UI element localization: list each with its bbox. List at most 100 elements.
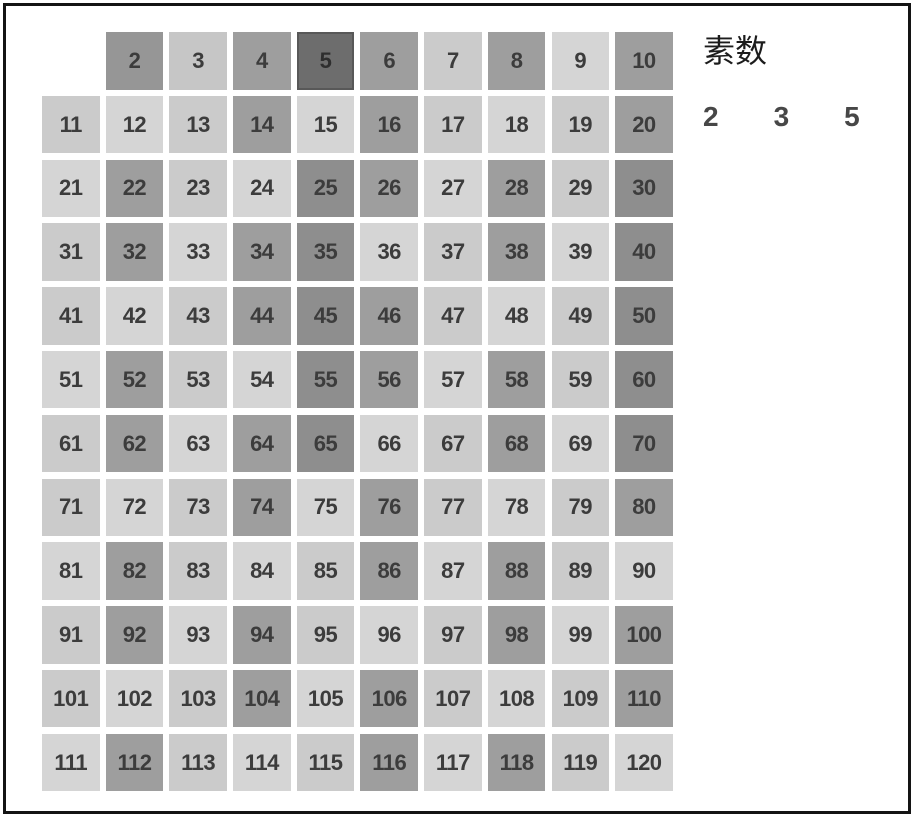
number-cell: 88 (487, 542, 546, 600)
number-cell: 96 (360, 606, 418, 664)
number-cell: 90 (615, 542, 673, 600)
number-cell: 51 (42, 350, 100, 409)
number-cell: 106 (360, 669, 418, 728)
number-cell: 45 (296, 287, 355, 345)
number-cell: 68 (487, 414, 546, 473)
number-cell: 91 (42, 606, 100, 664)
number-cell: 21 (42, 159, 100, 218)
number-cell: 63 (169, 414, 227, 473)
legend-title: 素数 (703, 33, 768, 69)
sieve-grid: 2 3 4 5 6 7 8 9 10 11 12 13 14 15 16 17 18 19 20 21 22 23 24 25… (42, 32, 673, 792)
number-cell: 22 (105, 159, 164, 218)
number-cell: 81 (42, 542, 100, 600)
number-cell: 64 (233, 414, 291, 473)
number-cell: 62 (105, 414, 164, 473)
number-cell: 19 (551, 95, 609, 154)
number-cell: 10 (615, 32, 673, 90)
number-cell: 2 (105, 32, 164, 90)
number-cell: 28 (487, 159, 546, 218)
number-cell: 18 (487, 95, 546, 154)
number-cell: 3 (169, 32, 227, 90)
number-cell: 97 (424, 606, 482, 664)
number-cell: 42 (105, 287, 164, 345)
number-cell: 103 (169, 669, 227, 728)
legend-prime-5: 5 (844, 101, 860, 132)
number-cell: 73 (169, 478, 227, 537)
number-cell: 5 (296, 32, 355, 90)
number-cell: 105 (296, 669, 355, 728)
number-cell: 114 (233, 733, 291, 792)
number-cell: 38 (487, 223, 546, 281)
number-cell: 12 (105, 95, 164, 154)
number-cell: 15 (296, 95, 355, 154)
number-cell: 78 (487, 478, 546, 537)
number-cell: 84 (233, 542, 291, 600)
number-cell: 82 (105, 542, 164, 600)
number-cell: 99 (551, 606, 609, 664)
number-cell: 85 (296, 542, 355, 600)
number-cell: 95 (296, 606, 355, 664)
number-cell: 30 (615, 159, 673, 218)
number-cell: 29 (551, 159, 609, 218)
number-cell: 83 (169, 542, 227, 600)
number-cell: 119 (551, 733, 609, 792)
number-cell: 79 (551, 478, 609, 537)
number-cell: 6 (360, 32, 418, 90)
number-cell: 34 (233, 223, 291, 281)
number-cell: 94 (233, 606, 291, 664)
number-cell: 20 (615, 95, 673, 154)
number-cell: 49 (551, 287, 609, 345)
number-cell: 69 (551, 414, 609, 473)
number-cell: 59 (551, 350, 609, 409)
number-cell: 53 (169, 350, 227, 409)
number-cell: 102 (105, 669, 164, 728)
figure-frame: 2 3 4 5 6 7 8 9 10 11 12 13 14 15 16 17 18 19 20 21 22 23 24 25… (3, 3, 911, 814)
number-cell: 8 (487, 32, 546, 90)
number-cell: 93 (169, 606, 227, 664)
number-cell: 70 (615, 414, 673, 473)
number-cell: 33 (169, 223, 227, 281)
number-cell: 74 (233, 478, 291, 537)
number-cell: 115 (296, 733, 355, 792)
number-cell: 75 (296, 478, 355, 537)
number-cell: 117 (424, 733, 482, 792)
number-cell: 55 (296, 350, 355, 409)
number-cell: 67 (424, 414, 482, 473)
number-cell: 11 (42, 95, 100, 154)
number-cell: 113 (169, 733, 227, 792)
legend: 素数 2 3 5 (703, 32, 860, 132)
number-cell: 27 (424, 159, 482, 218)
number-cell: 111 (42, 733, 100, 792)
number-cell: 71 (42, 478, 100, 537)
number-cell: 37 (424, 223, 482, 281)
number-cell: 47 (424, 287, 482, 345)
number-cell: 14 (233, 95, 291, 154)
number-cell: 44 (233, 287, 291, 345)
number-cell: 89 (551, 542, 609, 600)
number-cell: 25 (296, 159, 355, 218)
number-cell: 57 (424, 350, 482, 409)
number-cell: 50 (615, 287, 673, 345)
legend-prime-2: 2 (703, 101, 719, 132)
number-cell: 24 (233, 159, 291, 218)
number-cell: 66 (360, 414, 418, 473)
number-cell: 109 (551, 669, 609, 728)
number-cell: 80 (615, 478, 673, 537)
number-cell: 56 (360, 350, 418, 409)
number-cell: 108 (487, 669, 546, 728)
number-cell: 17 (424, 95, 482, 154)
number-cell: 76 (360, 478, 418, 537)
number-cell: 98 (487, 606, 546, 664)
number-cell: 87 (424, 542, 482, 600)
number-cell: 4 (233, 32, 291, 90)
number-cell: 110 (615, 669, 673, 728)
empty-cell (42, 32, 100, 90)
number-cell: 112 (105, 733, 164, 792)
number-cell: 36 (360, 223, 418, 281)
number-cell: 43 (169, 287, 227, 345)
number-cell: 52 (105, 350, 164, 409)
number-cell: 60 (615, 350, 673, 409)
number-cell: 35 (296, 223, 355, 281)
legend-prime-3: 3 (773, 101, 790, 132)
number-cell: 116 (360, 733, 418, 792)
